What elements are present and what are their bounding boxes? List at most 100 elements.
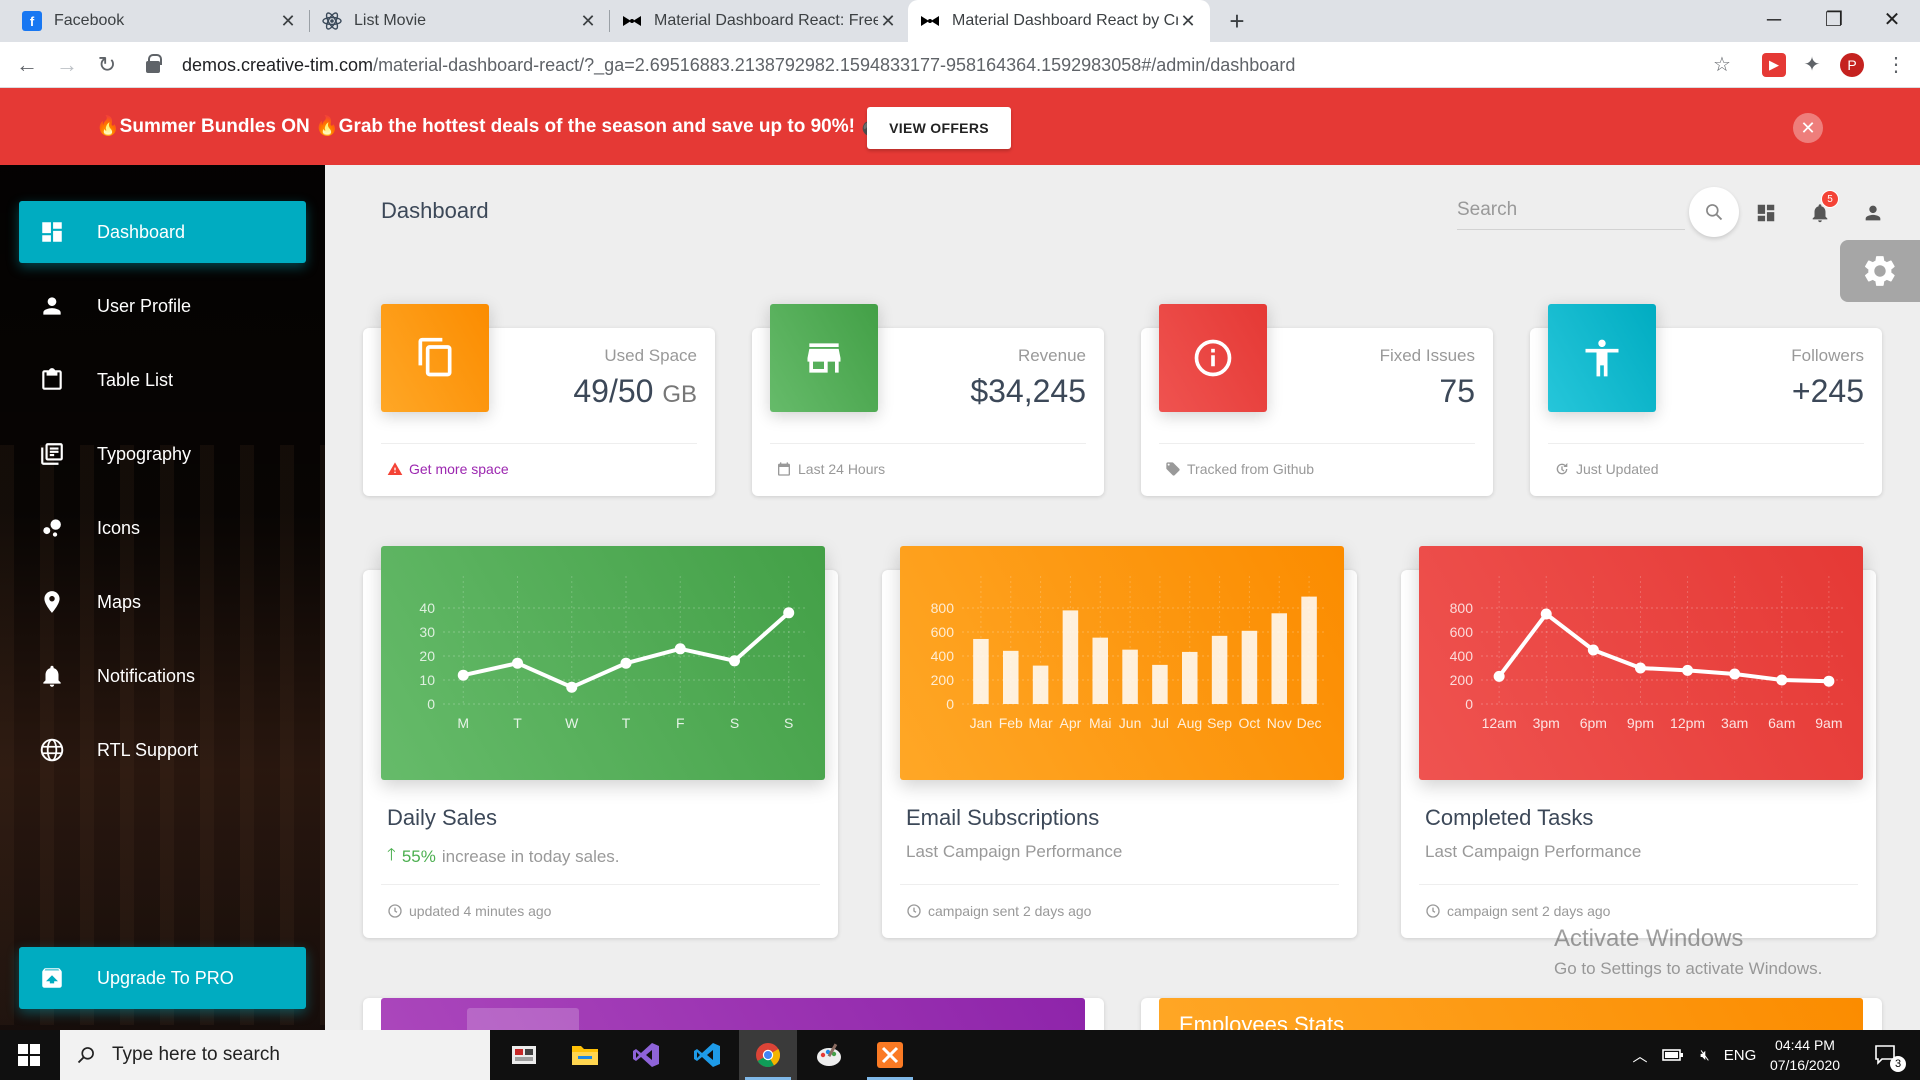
- minimize-button[interactable]: ─: [1766, 9, 1782, 31]
- sidebar-item-rtl-support[interactable]: RTL Support: [19, 719, 306, 781]
- show-hidden-icons-icon[interactable]: ︿: [1632, 1047, 1648, 1065]
- reload-icon[interactable]: ↻: [97, 52, 117, 77]
- person-icon[interactable]: [1860, 200, 1886, 226]
- start-button[interactable]: [0, 1030, 58, 1080]
- volume-muted-icon[interactable]: 🔇︎: [1700, 1046, 1710, 1064]
- sidebar-item-table-list[interactable]: Table List: [19, 349, 306, 411]
- y-tick-label: 600: [1450, 624, 1474, 640]
- browser-tab-list-movie[interactable]: List Movie ✕: [310, 0, 610, 42]
- taskbar-search-box[interactable]: Type here to search: [60, 1030, 490, 1080]
- taskbar-app-xampp[interactable]: [861, 1030, 919, 1080]
- taskbar-app-vscode[interactable]: [678, 1030, 736, 1080]
- forward-arrow-icon[interactable]: →: [56, 52, 78, 77]
- url-field[interactable]: demos.creative-tim.com/material-dashboar…: [140, 47, 1760, 83]
- extension-icon[interactable]: ▶: [1762, 53, 1786, 77]
- chart-footer-text: campaign sent 2 days ago: [1447, 903, 1611, 919]
- clock-icon: [906, 903, 922, 919]
- tab-title: Material Dashboard React by Cre: [952, 12, 1178, 29]
- divider: [1159, 443, 1475, 444]
- calendar-icon: [776, 461, 792, 477]
- creative-tim-icon: [622, 11, 642, 31]
- close-tab-icon[interactable]: ✕: [1180, 10, 1196, 31]
- search-field-wrapper: [1457, 192, 1685, 230]
- settings-fab[interactable]: [1840, 240, 1920, 302]
- get-more-space-link[interactable]: Get more space: [409, 461, 509, 477]
- data-point: [1823, 675, 1835, 687]
- browser-tab-facebook[interactable]: f Facebook ✕: [10, 0, 310, 42]
- stat-label: Fixed Issues: [1379, 346, 1475, 365]
- chart-title: Completed Tasks: [1425, 805, 1594, 830]
- notifications-button[interactable]: [1807, 200, 1833, 226]
- stat-label: Used Space: [604, 346, 697, 365]
- close-tab-icon[interactable]: ✕: [880, 10, 896, 31]
- close-tab-icon[interactable]: ✕: [580, 10, 596, 31]
- dashboard-icon: [37, 217, 67, 247]
- sidebar-item-icons[interactable]: Icons: [19, 497, 306, 559]
- browser-tab-material-free[interactable]: Material Dashboard React: Free M ✕: [610, 0, 910, 42]
- x-tick-label: Jul: [1151, 715, 1169, 731]
- action-center-button[interactable]: 3: [1862, 1030, 1912, 1080]
- profile-avatar[interactable]: P: [1840, 53, 1864, 77]
- data-point: [1587, 644, 1599, 656]
- back-arrow-icon[interactable]: ←: [16, 52, 38, 77]
- y-tick-label: 20: [419, 648, 435, 664]
- sidebar-item-typography[interactable]: Typography: [19, 423, 306, 485]
- library-books-icon: [37, 439, 67, 469]
- taskbar-app-visual-studio[interactable]: [617, 1030, 675, 1080]
- maximize-button[interactable]: ❐: [1825, 9, 1843, 31]
- close-icon[interactable]: ✕: [1793, 113, 1823, 143]
- stat-footer-text: Just Updated: [1576, 461, 1659, 477]
- divider: [1419, 884, 1858, 885]
- bar: [1092, 637, 1109, 704]
- data-point: [1540, 608, 1552, 620]
- battery-icon[interactable]: [1658, 1030, 1688, 1080]
- search-button[interactable]: [1689, 187, 1739, 237]
- x-tick-label: Nov: [1267, 715, 1292, 731]
- divider: [770, 443, 1086, 444]
- page-title[interactable]: Dashboard: [381, 198, 489, 223]
- arrow-up-icon: 🡑: [387, 845, 396, 864]
- stat-card-revenue: Revenue $34,245 Last 24 Hours: [752, 304, 1104, 496]
- more-menu-icon[interactable]: ⋮: [1886, 54, 1906, 76]
- browser-tab-material-active[interactable]: Material Dashboard React by Cre ✕: [908, 0, 1210, 42]
- view-offers-button[interactable]: VIEW OFFERS: [867, 107, 1011, 149]
- unarchive-icon: [37, 963, 67, 993]
- sidebar-item-maps[interactable]: Maps: [19, 571, 306, 633]
- clock-date: 07/16/2020: [1769, 1057, 1841, 1073]
- upgrade-to-pro-button[interactable]: Upgrade To PRO: [19, 947, 306, 1009]
- taskbar-app-media[interactable]: [495, 1030, 553, 1080]
- windows-taskbar: Type here to search ︿ 🔇︎ ENG 04:44 PM 07…: [0, 1030, 1920, 1080]
- star-icon[interactable]: ☆: [1713, 54, 1731, 76]
- y-tick-label: 10: [419, 672, 435, 688]
- bar: [973, 638, 989, 704]
- y-tick-label: 0: [946, 696, 954, 712]
- close-tab-icon[interactable]: ✕: [280, 10, 296, 31]
- taskbar-app-paint[interactable]: [800, 1030, 858, 1080]
- close-window-button[interactable]: ✕: [1883, 9, 1901, 31]
- taskbar-app-file-explorer[interactable]: [556, 1030, 614, 1080]
- sidebar-item-user-profile[interactable]: User Profile: [19, 275, 306, 337]
- stat-label: Followers: [1791, 346, 1864, 365]
- puzzle-icon[interactable]: ✦: [1803, 54, 1821, 76]
- y-tick-label: 0: [427, 696, 435, 712]
- bar: [1032, 665, 1049, 704]
- divider: [900, 884, 1339, 885]
- taskbar-clock[interactable]: 04:44 PM 07/16/2020: [1755, 1035, 1855, 1075]
- chrome-icon: [756, 1043, 781, 1068]
- daily-sales-chart: 0 10 20 30 40 M T W T F S S: [381, 546, 825, 780]
- sidebar-item-dashboard[interactable]: Dashboard: [19, 201, 306, 263]
- x-tick-label: Aug: [1177, 715, 1202, 731]
- watermark-line2: Go to Settings to activate Windows.: [1554, 959, 1823, 978]
- language-indicator[interactable]: ENG: [1723, 1046, 1757, 1064]
- completed-tasks-chart: 0 200 400 600 800 12am 3pm 6pm 9pm 12pm 3am 6am 9am: [1419, 546, 1863, 780]
- stat-card-fixed-issues: Fixed Issues 75 Tracked from Github: [1141, 304, 1493, 496]
- taskbar-app-chrome[interactable]: [739, 1030, 797, 1080]
- address-bar: ← → ↻ demos.creative-tim.com/material-da…: [0, 42, 1920, 88]
- dashboard-icon[interactable]: [1753, 200, 1779, 226]
- x-tick-label: Sep: [1207, 715, 1232, 731]
- new-tab-button[interactable]: +: [1229, 6, 1245, 36]
- search-icon: [1706, 204, 1723, 221]
- stat-footer[interactable]: Get more space: [387, 461, 509, 477]
- sidebar-item-notifications[interactable]: Notifications: [19, 645, 306, 707]
- search-input[interactable]: [1457, 192, 1685, 228]
